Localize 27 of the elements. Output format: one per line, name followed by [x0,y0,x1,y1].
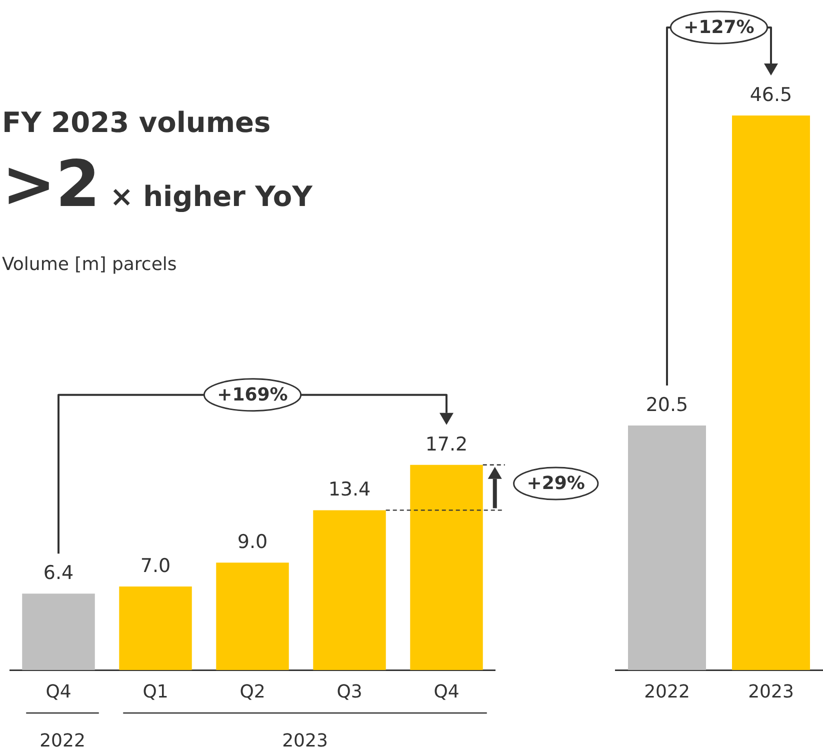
text: +127% [684,17,754,38]
bar [22,594,95,670]
bar [410,464,483,670]
bar [119,586,192,670]
data-label: 17.2 [425,433,468,456]
chart-subtitle: >2× higher YoY [2,148,312,222]
x-tick-label: 2022 [644,681,690,702]
chart-title: FY 2023 volumes [2,106,271,139]
bar [313,510,386,670]
x-tick-label: 2023 [748,681,794,702]
x-tick-label: Q4 [46,681,72,702]
data-label: 9.0 [237,531,268,554]
text: 2023 [282,730,328,752]
data-label: 46.5 [750,84,792,106]
x-tick-label: Q4 [434,681,460,702]
bar [216,562,289,670]
data-label: 7.0 [140,554,171,577]
text: +169% [217,384,288,406]
x-tick-label: Q2 [240,681,266,702]
data-label: 13.4 [328,478,371,501]
text: 2022 [40,730,86,752]
x-tick-label: Q1 [142,681,168,702]
data-label: 6.4 [43,562,74,584]
text: +29% [526,473,585,494]
x-tick-label: Q3 [336,681,362,702]
text: Volume [m] parcels [2,254,177,275]
data-label: 20.5 [646,394,688,416]
